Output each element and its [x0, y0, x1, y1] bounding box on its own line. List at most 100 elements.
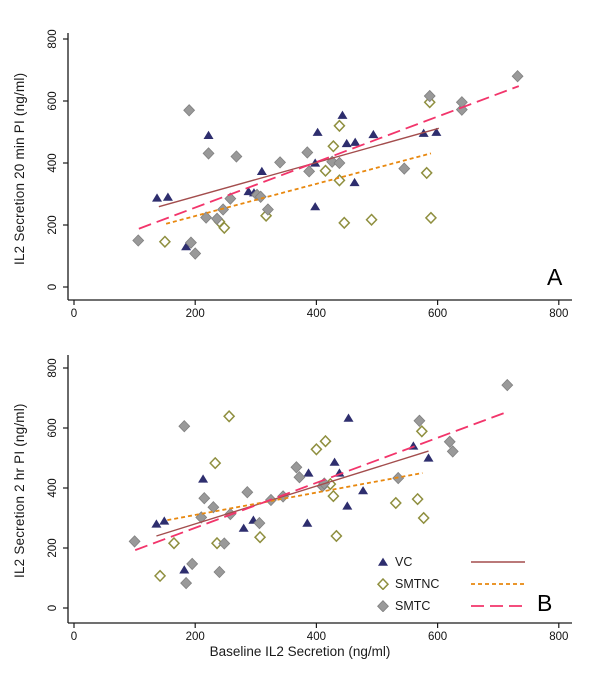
panel-a-plot: 0 200 400 600 800 0 200 400 600 800 [47, 29, 572, 320]
data-point-vc [358, 486, 369, 495]
data-point-smtc [230, 150, 243, 163]
data-point-smtnc [254, 530, 267, 544]
data-point-smtc [213, 565, 226, 579]
data-point-vc [159, 516, 170, 525]
x-tick-label: 0 [71, 308, 77, 320]
data-point-smtnc [167, 536, 181, 550]
data-point-smtc [224, 192, 237, 205]
data-point-smtnc [319, 434, 332, 448]
y-tick-label: 200 [47, 215, 59, 234]
data-point-smtnc [209, 456, 222, 470]
x-tick-label: 0 [71, 631, 77, 643]
data-point-vc [329, 457, 340, 466]
legend-label-vc: VC [395, 555, 413, 569]
data-point-smtnc [327, 489, 340, 503]
data-point-smtc [455, 103, 468, 116]
data-point-smtc [189, 247, 202, 260]
data-point-smtnc [415, 425, 428, 438]
panel-a-label: A [547, 264, 563, 290]
data-point-smtc [301, 146, 314, 159]
data-point-smtnc [420, 166, 433, 180]
y-tick-label: 600 [47, 91, 59, 110]
data-point-smtc [218, 537, 231, 550]
y-tick-label: 800 [47, 358, 59, 377]
trend-line-smtc [134, 411, 507, 551]
data-point-smtc [211, 212, 223, 225]
x-tick-label: 800 [549, 308, 568, 320]
data-point-smtc [423, 89, 436, 103]
y-tick-label: 800 [47, 29, 59, 48]
legend-marker-smtc [377, 600, 389, 612]
data-point-vc [238, 523, 249, 532]
data-point-vc [312, 127, 323, 136]
data-point-smtnc [423, 95, 436, 109]
data-point-vc [349, 177, 360, 187]
data-point-smtnc [310, 443, 323, 456]
data-point-smtc [253, 516, 266, 530]
data-point-smtc [185, 236, 197, 249]
data-point-smtnc [158, 235, 171, 249]
data-point-smtc [398, 162, 411, 175]
data-point-smtc [413, 414, 426, 427]
data-point-vc [302, 518, 313, 527]
legend-label-smtnc: SMTNC [395, 577, 440, 591]
data-point-smtc [202, 147, 215, 160]
data-point-smtc [180, 576, 193, 590]
data-point-smtc [132, 234, 145, 247]
data-point-smtnc [417, 511, 430, 525]
legend-row-vc: VC [376, 552, 527, 572]
vc-line-sample [471, 561, 525, 563]
data-point-vc [303, 468, 314, 477]
legend: VC SMTNC SMTC [376, 552, 527, 618]
data-point-vc [350, 137, 361, 146]
data-point-smtc [128, 535, 141, 548]
legend-row-smtc: SMTC [376, 596, 527, 616]
data-point-smtc [198, 492, 211, 505]
x-tick-label: 600 [428, 631, 447, 643]
y-tick-label: 600 [47, 418, 59, 437]
trend-line-smtnc [165, 152, 432, 225]
panel-b-plot: 0 200 400 600 800 0 200 400 600 800 [47, 355, 572, 643]
y-tick-label: 200 [47, 538, 59, 557]
trend-line-smtc [138, 85, 520, 230]
data-point-smtc [446, 445, 459, 458]
data-point-smtc [293, 471, 306, 484]
data-point-smtnc [218, 221, 231, 235]
legend-marker-smtnc [376, 578, 390, 590]
data-point-vc [431, 127, 442, 136]
data-point-smtnc [411, 492, 424, 506]
x-tick-label: 800 [549, 631, 568, 643]
data-point-smtnc [330, 529, 343, 543]
data-point-vc [152, 193, 163, 202]
y-tick-label: 0 [47, 284, 59, 290]
x-tick-label: 600 [428, 308, 447, 320]
data-point-smtnc [424, 211, 437, 225]
data-point-smtc [207, 501, 220, 514]
trend-line-smtnc [167, 472, 423, 521]
data-point-smtnc [319, 164, 332, 178]
data-point-vc [198, 474, 209, 483]
data-point-smtnc [333, 119, 346, 133]
legend-row-smtnc: SMTNC [376, 574, 527, 594]
y-tick-label: 400 [47, 478, 59, 497]
data-point-smtnc [223, 410, 236, 423]
y-tick-label: 0 [47, 605, 59, 611]
smtc-line-sample [471, 605, 525, 607]
data-point-vc [368, 129, 379, 139]
data-point-smtnc [327, 139, 340, 153]
x-tick-label: 200 [186, 308, 205, 320]
y-tick-label: 400 [47, 153, 59, 172]
data-point-smtc [178, 420, 191, 433]
data-point-vc [341, 138, 352, 148]
data-point-smtc [261, 203, 274, 216]
panel-b-label: B [537, 590, 553, 616]
data-point-smtc [333, 156, 346, 170]
x-tick-label: 200 [186, 631, 205, 643]
data-point-vc [162, 192, 173, 201]
panel-b-y-axis-title: IL2 Secretion 2 hr PI (ng/ml) [12, 403, 27, 579]
legend-label-smtc: SMTC [395, 599, 431, 613]
data-point-smtc [303, 165, 316, 178]
smtnc-line-sample [471, 583, 525, 585]
data-point-smtc [443, 435, 456, 448]
